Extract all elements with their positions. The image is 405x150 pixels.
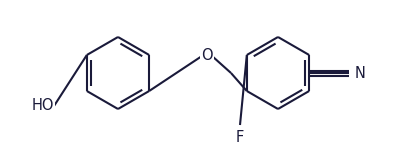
- Text: F: F: [236, 130, 244, 145]
- Text: O: O: [201, 48, 213, 63]
- Text: N: N: [355, 66, 366, 81]
- Text: HO: HO: [32, 99, 55, 114]
